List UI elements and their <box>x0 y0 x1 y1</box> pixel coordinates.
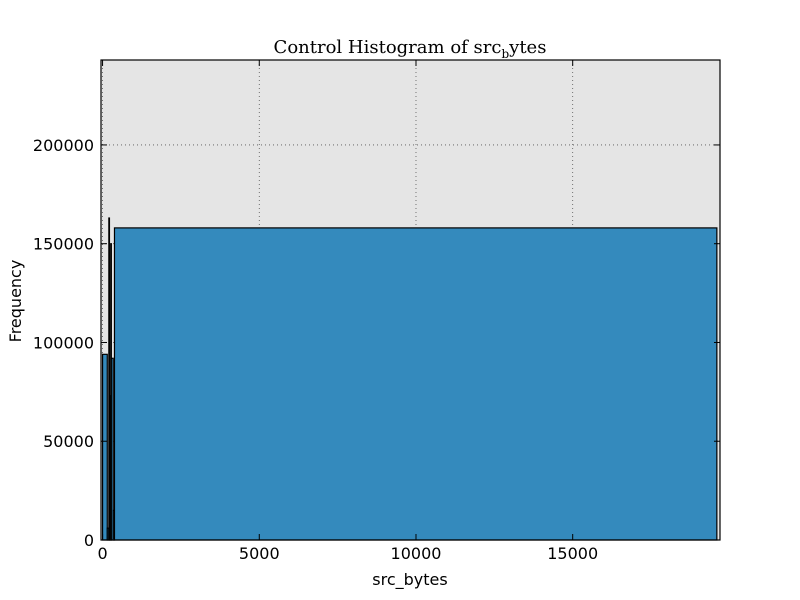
y-axis-label: Frequency <box>6 260 25 343</box>
bars <box>101 217 718 541</box>
x-tick-label-1: 5000 <box>239 544 280 563</box>
x-tick-label-3: 15000 <box>547 544 598 563</box>
y-tick-label-1: 50000 <box>43 432 94 451</box>
x-axis-label: src_bytes <box>372 570 447 590</box>
y-tick-label-3: 150000 <box>33 235 94 254</box>
histogram-bar-0 <box>101 353 108 541</box>
y-tick-label-0: 0 <box>84 531 94 550</box>
plot-frame <box>100 59 721 541</box>
x-tick-label-0: 0 <box>97 544 107 563</box>
y-tick-label-2: 100000 <box>33 333 94 352</box>
chart-title: Control Histogram of srcbytes <box>274 37 547 61</box>
histogram-bar-7 <box>113 227 718 541</box>
x-tick-label-2: 10000 <box>391 544 442 563</box>
y-tick-label-4: 200000 <box>33 136 94 155</box>
